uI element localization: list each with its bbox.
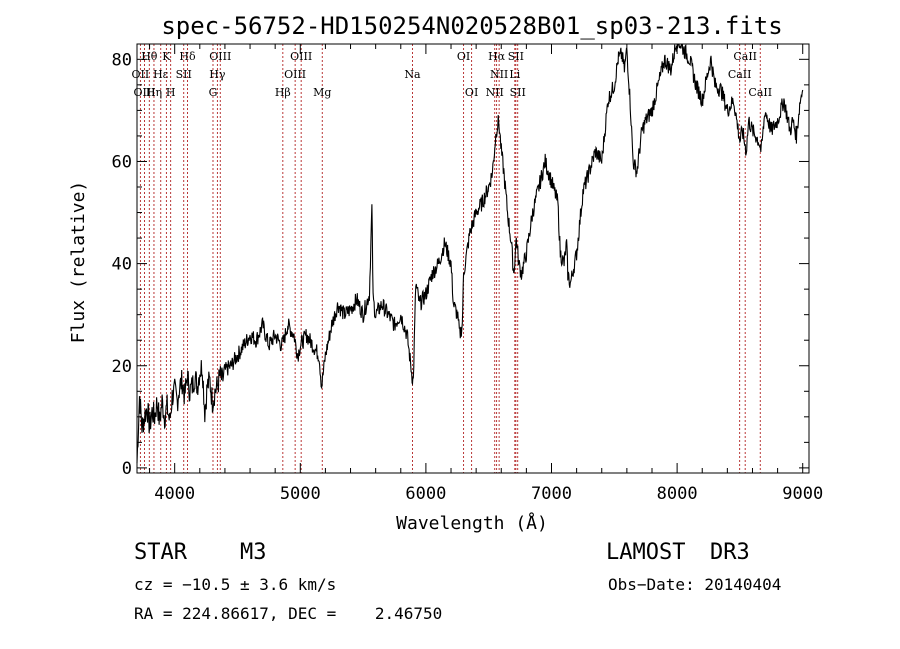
line-label-19: Hα bbox=[488, 50, 506, 63]
line-label-25: CaII bbox=[733, 50, 757, 63]
line-label-13: OIII bbox=[290, 50, 312, 63]
line-label-16: Na bbox=[404, 68, 421, 81]
line-label-27: CaII bbox=[748, 86, 772, 99]
line-label-14: OIII bbox=[284, 68, 306, 81]
line-label-24: SII bbox=[510, 86, 526, 99]
x-tick-label-2: 6000 bbox=[405, 484, 446, 504]
x-tick-label-3: 7000 bbox=[531, 484, 572, 504]
line-label-10: Hγ bbox=[209, 68, 226, 81]
y-tick-label-0: 0 bbox=[122, 459, 132, 479]
line-label-3: Hε bbox=[153, 68, 169, 81]
line-label-4: Hη bbox=[146, 86, 162, 99]
x-tick-label-5: 9000 bbox=[782, 484, 823, 504]
line-label-0: Hθ bbox=[141, 50, 158, 63]
y-axis-ticks: 0 20 40 60 80 bbox=[112, 50, 809, 479]
spectral-line-markers bbox=[139, 44, 761, 473]
star-label: STAR bbox=[134, 540, 187, 565]
spectral-class: M3 bbox=[240, 540, 267, 565]
y-axis-label: Flux (relative) bbox=[68, 181, 89, 344]
x-axis-label: Wavelength (Å) bbox=[396, 512, 548, 534]
y-tick-label-3: 60 bbox=[112, 152, 132, 172]
x-tick-label-4: 8000 bbox=[657, 484, 698, 504]
line-label-20: NII bbox=[490, 68, 508, 81]
line-label-18: OI bbox=[465, 86, 478, 99]
line-label-9: OIII bbox=[209, 50, 231, 63]
line-label-17: OI bbox=[457, 50, 470, 63]
line-label-5: K bbox=[162, 50, 171, 63]
redshift-value: cz = −10.5 ± 3.6 km/s bbox=[134, 575, 337, 594]
line-label-26: CaII bbox=[728, 68, 752, 81]
coordinates: RA = 224.86617, DEC = 2.46750 bbox=[134, 604, 443, 623]
line-label-8: Hδ bbox=[179, 50, 196, 63]
line-label-21: NII bbox=[486, 86, 504, 99]
chart-title: spec-56752-HD150254N020528B01_sp03-213.f… bbox=[161, 12, 782, 40]
survey-label: LAMOST bbox=[606, 540, 686, 565]
x-tick-label-0: 4000 bbox=[154, 484, 195, 504]
line-label-22: SII bbox=[508, 50, 524, 63]
data-release: DR3 bbox=[710, 540, 750, 565]
line-label-6: H bbox=[166, 86, 176, 99]
obs-date: Obs−Date: 20140404 bbox=[608, 575, 782, 594]
spectrum-series-line bbox=[136, 43, 804, 464]
y-tick-label-1: 20 bbox=[112, 357, 132, 377]
y-tick-label-2: 40 bbox=[112, 255, 132, 275]
x-tick-label-1: 5000 bbox=[280, 484, 321, 504]
line-label-1: OII bbox=[132, 68, 150, 81]
line-label-23: Li bbox=[509, 68, 520, 81]
line-label-7: SII bbox=[176, 68, 192, 81]
plot-frame bbox=[136, 43, 810, 474]
line-label-2: OIII bbox=[134, 86, 156, 99]
line-label-12: Hβ bbox=[275, 86, 291, 99]
line-label-11: G bbox=[209, 86, 218, 99]
x-axis-ticks: 4000 5000 6000 7000 8000 9000 bbox=[149, 44, 823, 504]
y-tick-label-4: 80 bbox=[112, 50, 132, 70]
line-label-15: Mg bbox=[313, 86, 331, 99]
